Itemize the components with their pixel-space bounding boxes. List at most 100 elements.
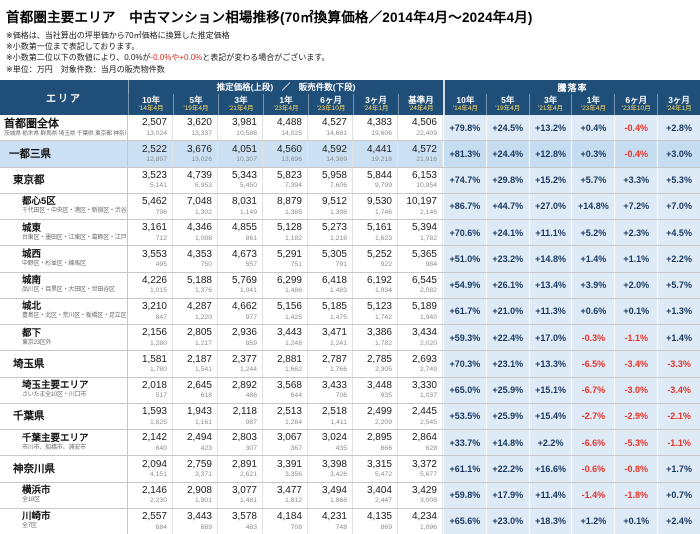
header-period-date: '23年4月 [273,105,299,113]
listing-count: 748 [335,523,347,531]
rate-cell: -0.4% [614,115,658,141]
rate-cell: +21.0% [485,298,529,324]
price-value: 6,153 [411,169,437,181]
note-line-1: ※価格は、当社算出の坪単価から70㎡価格に換算した推定価格 [6,31,230,40]
listing-count: 1,934 [374,287,392,295]
price-value: 8,879 [276,196,302,208]
price-value: 5,365 [411,248,437,260]
listing-count: 712 [155,234,167,242]
price-value: 5,462 [141,196,167,208]
rate-cell: +11.3% [528,298,572,324]
price-cell: 3,578 483 [218,508,263,534]
price-value: 2,142 [141,432,167,444]
header-period-label: 基準月 [408,95,434,106]
header-period-label: 6ヶ月 [320,95,342,106]
listing-count: 706 [335,392,347,400]
price-cell: 8,879 1,385 [263,193,308,219]
price-value: 2,187 [186,353,212,365]
listing-count: 1,742 [374,313,392,321]
price-value: 3,429 [411,484,437,496]
note-3-post: と表記が変わる場合がございます。 [202,53,330,62]
price-value: 2,377 [231,353,257,365]
area-cell: 埼玉県 [0,351,128,377]
listing-count: 5,677 [419,471,437,479]
area-sublabel: 品川区・目黒区・大田区・世田谷区 [22,287,115,294]
price-cell: 3,067 367 [263,430,308,456]
price-value: 2,156 [141,327,167,339]
listing-count: 13,696 [281,156,302,164]
price-value: 1,943 [186,406,212,418]
rate-cell: +23.0% [485,508,529,534]
header-period-cell: 10年 '14年4月 [443,94,486,115]
price-cell: 2,156 1,280 [128,325,173,351]
area-name: 城北 [22,301,42,313]
listing-count: 847 [155,313,167,321]
price-cell: 2,018 517 [128,377,173,403]
rate-cell: +27.0% [528,193,572,219]
listing-count: 1,398 [329,208,347,216]
rate-cell: +22.2% [485,456,529,482]
listing-count: 2,146 [419,208,437,216]
table-row: 都心5区 千代田区・中央区・港区・新宿区・渋谷区 5,462 796 7,048 1,30… [0,193,700,220]
price-value: 7,048 [186,196,212,208]
area-cell: 城西 中野区・杉並区・練馬区 [0,246,128,272]
rate-cell: +0.1% [614,298,658,324]
price-cell: 2,787 1,766 [308,351,353,377]
listing-count: 1,411 [330,418,347,426]
listing-count: 640 [155,444,167,452]
rate-cell: -0.4% [614,141,658,167]
header-period-cell: 10年 '14年4月 [128,94,173,115]
table-row: 都下 東京23区外 2,156 1,280 2,805 1,217 2,936 859 3,44… [0,325,700,352]
price-cell: 6,153 10,954 [398,167,443,193]
price-cell: 2,518 1,411 [308,403,353,429]
price-cell: 9,530 1,746 [353,193,398,219]
price-cell: 2,693 2,749 [398,351,443,377]
area-cell: 城北 豊島区・北区・荒川区・板橋区・足立区 [0,298,128,324]
price-cell: 4,226 1,015 [128,272,173,298]
listing-count: 6,953 [194,182,212,190]
area-cell: 城南 品川区・目黒区・大田区・世田谷区 [0,272,128,298]
listing-count: 1,376 [194,287,212,295]
listing-count: 666 [380,444,392,452]
price-value: 3,077 [231,484,257,496]
note-line-2: ※小数第一位まで表記しております。 [6,42,140,51]
listing-count: 1,541 [194,366,212,374]
listing-count: 13,024 [146,129,167,137]
price-cell: 4,662 977 [218,298,263,324]
price-value: 5,343 [231,169,257,181]
table-row: 川崎市 全7区 2,557 684 3,443 689 3,578 483 4,184 708 4,… [0,508,700,534]
rate-cell: +29.8% [485,167,529,193]
price-value: 3,330 [411,379,437,391]
listing-count: 922 [380,261,392,269]
rate-cell: +12.8% [528,141,572,167]
price-value: 2,936 [231,327,257,339]
listing-count: 1,746 [374,208,392,216]
listing-count: 1,425 [284,313,302,321]
listing-count: 7,606 [329,182,347,190]
area-name: 千葉県 [13,410,45,423]
header-period-label: 3ヶ月 [668,95,690,106]
listing-count: 1,284 [284,418,302,426]
price-cell: 3,620 13,337 [173,115,218,141]
price-value: 5,823 [276,169,302,181]
price-value: 3,386 [366,327,392,339]
area-sublabel: さいたま全10区・川口市 [22,392,87,399]
price-value: 2,494 [186,432,212,444]
price-cell: 5,189 1,940 [398,298,443,324]
price-cell: 2,892 486 [218,377,263,403]
area-sublabel: 全7区 [22,523,37,530]
unit-note: ※単位：万円 対象件数：当月の販売物件数 [6,65,165,74]
price-cell: 4,572 21,916 [398,141,443,167]
header-period-date: '21年4月 [538,105,564,113]
listing-count: 1,812 [284,497,302,505]
header-period-label: 3年 [543,95,558,106]
price-cell: 5,462 796 [128,193,173,219]
price-value: 4,231 [321,511,347,523]
price-value: 3,620 [186,117,212,129]
price-value: 5,769 [231,274,257,286]
table-row: 城西 中野区・杉並区・練馬区 3,553 495 4,353 750 4,673 557 5,2… [0,246,700,273]
price-value: 5,156 [276,301,302,313]
header-period-date: '21年4月 [228,105,254,113]
price-value: 3,443 [276,327,302,339]
